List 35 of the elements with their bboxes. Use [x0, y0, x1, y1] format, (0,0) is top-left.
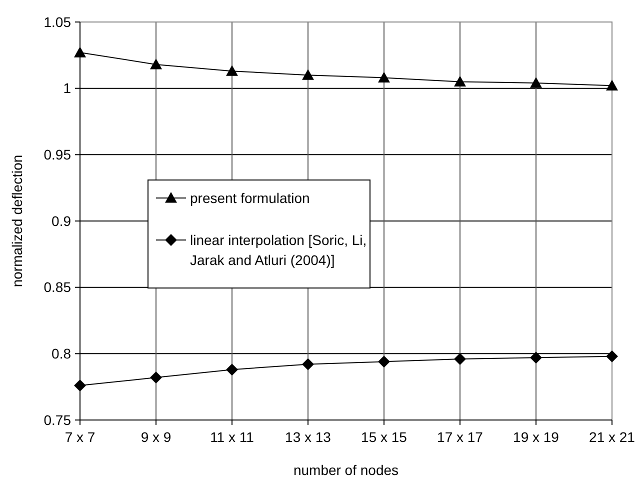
- x-axis-title: number of nodes: [293, 462, 399, 478]
- x-tick-label: 7 x 7: [64, 429, 96, 445]
- point: [378, 356, 390, 368]
- x-tick-label: 9 x 9: [140, 429, 172, 445]
- x-tick-label: 15 x 15: [361, 429, 408, 445]
- point: [530, 352, 542, 364]
- y-tick-label: 0.75: [44, 412, 72, 428]
- point: [302, 358, 314, 370]
- point: [226, 65, 238, 76]
- legend-label: present formulation: [190, 190, 310, 206]
- point: [454, 76, 466, 86]
- point: [606, 80, 618, 90]
- legend-label: linear interpolation [Soric, Li, Jarak and Atluri (2004)]: [190, 232, 367, 268]
- point: [378, 72, 390, 83]
- x-tick-label: 21 x 21: [589, 429, 636, 445]
- x-tick-label: 19 x 19: [513, 429, 560, 445]
- point: [74, 46, 86, 58]
- y-axis-title: normalized deflection: [9, 154, 25, 288]
- point: [606, 350, 618, 362]
- y-tick-label: 0.85: [44, 279, 72, 296]
- point: [454, 352, 466, 365]
- point: [530, 77, 542, 88]
- point: [226, 364, 238, 376]
- y-tick-label: 0.8: [52, 346, 72, 362]
- point: [150, 372, 162, 384]
- x-tick-label: 11 x 11: [210, 429, 254, 445]
- y-tick-label: 0.95: [44, 146, 72, 163]
- y-tick-label: 0.9: [52, 212, 72, 229]
- y-tick-label: 1: [63, 80, 72, 96]
- point: [74, 380, 86, 392]
- point: [150, 58, 162, 70]
- point: [302, 69, 314, 80]
- x-tick-label: 17 x 17: [437, 429, 484, 445]
- x-tick-label: 13 x 13: [285, 429, 332, 445]
- y-tick-label: 1.05: [44, 14, 72, 30]
